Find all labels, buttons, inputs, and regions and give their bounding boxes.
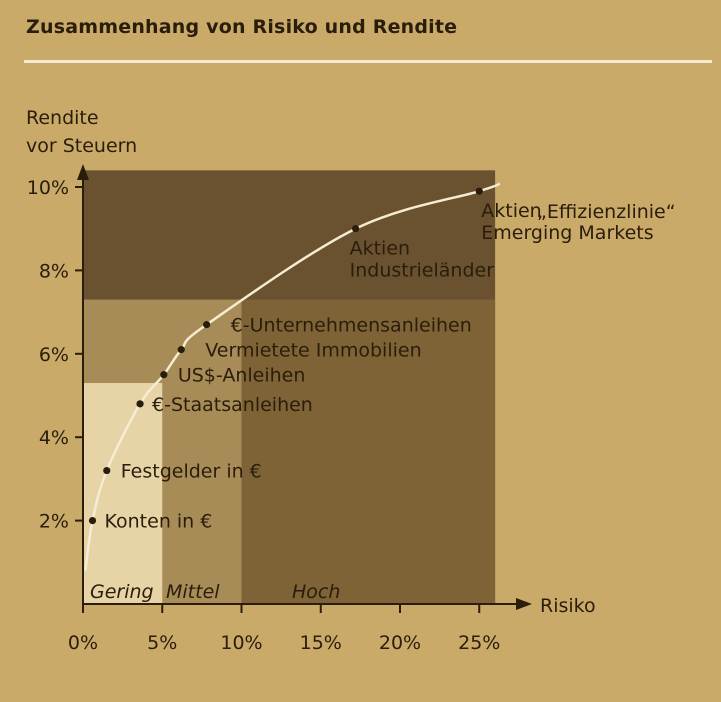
data-label: US$-Anleihen bbox=[178, 365, 306, 387]
x-tick-label: 20% bbox=[379, 632, 421, 654]
y-axis-label-line2: vor Steuern bbox=[26, 135, 137, 157]
y-axis-label-line1: Rendite bbox=[26, 107, 99, 129]
y-tick-label: 4% bbox=[39, 427, 69, 449]
data-label: €-Staatsanleihen bbox=[152, 394, 313, 416]
data-point bbox=[475, 187, 483, 195]
y-tick-label: 8% bbox=[39, 260, 69, 282]
data-label: €-Unternehmensanleihen bbox=[231, 315, 472, 337]
data-label: Aktien bbox=[481, 200, 541, 222]
data-label: Vermietete Immobilien bbox=[205, 340, 421, 362]
zone-label-gering: Gering bbox=[90, 581, 154, 603]
risk-zones: Gering Mittel Hoch bbox=[83, 170, 496, 604]
x-tick-label: 10% bbox=[220, 632, 262, 654]
data-label: Emerging Markets bbox=[481, 222, 653, 244]
x-tick-label: 25% bbox=[458, 632, 500, 654]
data-point bbox=[177, 346, 185, 354]
x-axis-arrow bbox=[516, 598, 532, 610]
data-point bbox=[160, 371, 168, 379]
zone-gering bbox=[83, 382, 163, 604]
data-point bbox=[88, 517, 97, 525]
data-point bbox=[203, 321, 211, 329]
data-label: Aktien bbox=[350, 238, 410, 260]
y-axis-arrow bbox=[77, 164, 89, 180]
x-axis-label: Risiko bbox=[540, 595, 596, 617]
curve-label: „Effizienzlinie“ bbox=[537, 201, 676, 223]
title-divider bbox=[24, 60, 712, 63]
data-label: Festgelder in € bbox=[121, 461, 262, 483]
y-tick-label: 10% bbox=[27, 177, 69, 199]
y-tick-label: 2% bbox=[39, 511, 69, 533]
ticks: 2% 4% 6% 8% 10% 0% 5% 10% 15% 20% 25% bbox=[27, 177, 501, 654]
data-label: Konten in € bbox=[105, 511, 213, 533]
zone-hoch bbox=[241, 299, 496, 604]
chart-text: Rendite vor Steuern Risiko „Effizienzlin… bbox=[26, 107, 676, 617]
zone-label-mittel: Mittel bbox=[166, 581, 220, 603]
x-tick-label: 0% bbox=[68, 632, 98, 654]
data-point bbox=[136, 400, 144, 408]
data-point bbox=[352, 225, 360, 233]
chart-title: Zusammenhang von Risiko und Rendite bbox=[26, 16, 458, 38]
data-point bbox=[103, 466, 111, 475]
x-tick-label: 15% bbox=[300, 632, 342, 654]
data-label: Industrieländer bbox=[350, 260, 495, 282]
y-tick-label: 6% bbox=[39, 344, 69, 366]
zone-label-hoch: Hoch bbox=[292, 581, 340, 603]
axes bbox=[77, 164, 532, 610]
data-points: Konten in € Festgelder in € €-Staatsanleih… bbox=[88, 187, 654, 533]
x-tick-label: 5% bbox=[147, 632, 177, 654]
